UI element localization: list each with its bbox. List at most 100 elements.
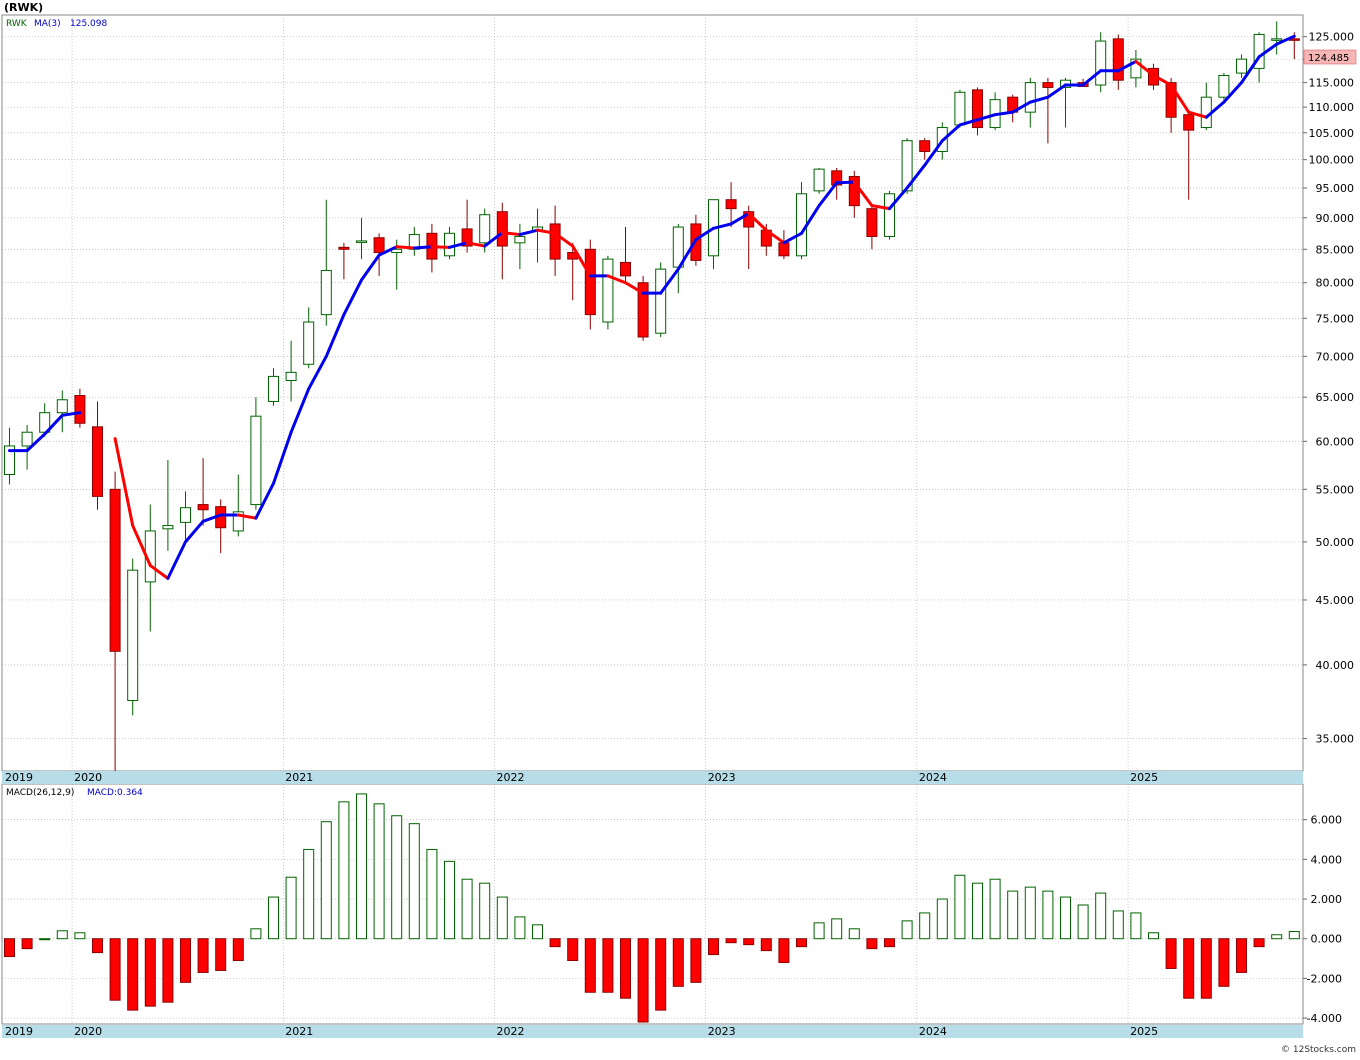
ma-segment (289, 387, 311, 434)
ma-segment (958, 118, 979, 127)
macd-bar (4, 938, 15, 958)
ma-segment (782, 231, 803, 245)
ma-segment (131, 524, 152, 568)
macd-bar (919, 912, 931, 940)
ma-segment (254, 481, 275, 520)
ma-segment (729, 211, 751, 226)
price-xaxis-band (2, 771, 1303, 784)
macd-bar (92, 938, 103, 954)
macd-bar (637, 938, 649, 1023)
ma-segment (993, 110, 1015, 117)
candle-body (56, 399, 68, 414)
ma-segment (1028, 95, 1050, 104)
candle-body (180, 507, 191, 523)
macd-year-label: 2020 (74, 1025, 102, 1038)
macd-bar (1130, 912, 1142, 940)
price-year-label: 2019 (5, 771, 33, 784)
legend-symbol: RWK (6, 19, 28, 29)
macd-bar (620, 938, 631, 999)
macd-bar (250, 928, 262, 940)
ma-segment (888, 186, 909, 211)
candle-body (496, 211, 508, 247)
ma-segment (166, 540, 187, 580)
macd-bar (109, 938, 121, 1001)
ma-segment (1152, 73, 1173, 87)
macd-bar (532, 924, 543, 940)
ma-segment (148, 564, 170, 580)
macd-bar (285, 876, 297, 940)
candle-body (197, 504, 209, 511)
macd-year-label: 2019 (5, 1025, 33, 1038)
macd-bar (1112, 910, 1124, 940)
candle-body (796, 193, 807, 257)
copyright-label: © 12Stocks.com (1281, 1045, 1356, 1055)
candle-body (338, 246, 350, 250)
macd-bar (215, 938, 227, 971)
axis-labels: 35.000 40.000 45.000 50.000 55.000 60.000 65.0… (5, 31, 1354, 1038)
macd-bar (866, 938, 878, 950)
macd-bar (602, 938, 614, 993)
macd-bar (74, 932, 86, 940)
candle-body (285, 371, 297, 381)
candle-body (303, 321, 315, 365)
ma-segment (1116, 59, 1138, 73)
ma-segment (1046, 83, 1067, 99)
moving-average-line (8, 34, 1296, 580)
candle-body (1183, 114, 1195, 131)
price-tick-label: 90.000 (1316, 212, 1355, 225)
ma-segment (923, 139, 944, 167)
candle-body (1042, 82, 1054, 88)
ma-segment (1169, 83, 1191, 114)
ma-segment (113, 437, 135, 528)
macd-bar (884, 938, 895, 948)
macd-bar (1200, 938, 1212, 999)
price-tick-label: 70.000 (1316, 350, 1355, 363)
ma-segment (659, 267, 680, 295)
candle-body (1130, 58, 1142, 79)
ma-segment (201, 513, 223, 523)
macd-bar (1218, 938, 1230, 987)
price-tick-label: 100.000 (1309, 154, 1355, 167)
macd-bar (496, 896, 508, 940)
ma-segment (500, 231, 522, 237)
ma-segment (553, 231, 575, 248)
ma-segment (835, 180, 856, 185)
price-tick-label: 50.000 (1316, 536, 1355, 549)
macd-bar (672, 938, 684, 987)
candle-body (356, 240, 367, 243)
ma-segment (412, 245, 434, 250)
ma-segment (1275, 34, 1296, 46)
price-tick-label: 75.000 (1316, 312, 1355, 325)
price-tick-label: 115.000 (1309, 77, 1355, 90)
candle-body (1271, 38, 1283, 41)
price-tick-label: 65.000 (1316, 391, 1355, 404)
macd-bar (162, 938, 174, 1003)
macd-label: MACD(26,12,9) (6, 788, 74, 798)
macd-tick-label: 2.000 (1311, 893, 1343, 906)
macd-bar (127, 938, 139, 1011)
macd-bar (426, 848, 438, 940)
candle-body (1112, 38, 1124, 81)
macd-year-label: 2024 (919, 1025, 947, 1038)
macd-bar (1060, 896, 1071, 940)
macd-bar (144, 938, 156, 1007)
price-tick-label: 105.000 (1309, 127, 1355, 140)
ma-segment (1240, 55, 1261, 85)
candle-body (162, 525, 174, 530)
macd-bar (1095, 892, 1107, 940)
macd-bar (444, 860, 455, 940)
candle-body (268, 375, 279, 402)
candle-body (1095, 40, 1107, 86)
macd-tick-label: -2.000 (1307, 972, 1342, 985)
candle-body (127, 569, 139, 702)
macd-bar (373, 803, 385, 940)
candle-body (232, 511, 244, 532)
ma-segment (764, 228, 786, 245)
candle-body (884, 193, 895, 237)
macd-bar (725, 938, 737, 944)
candle-body (954, 91, 966, 126)
macd-bar (21, 938, 33, 950)
candle-body (866, 208, 878, 237)
